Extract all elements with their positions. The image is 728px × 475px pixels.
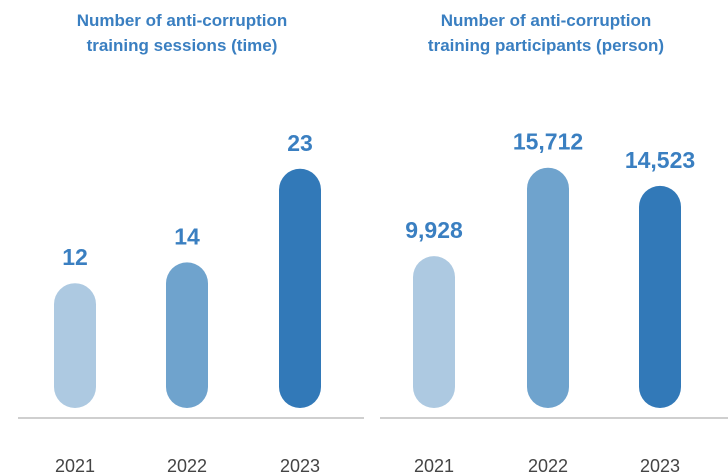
participants-chart-title-line-2: training participants (person) (427, 36, 665, 55)
participants-x-tick-2022: 2022 (528, 456, 568, 475)
sessions-x-tick-2022: 2022 (167, 456, 207, 475)
participants-chart-title: Number of anti-corruption training parti… (364, 8, 728, 58)
participants-chart-title-line-1: Number of anti-corruption (440, 11, 652, 30)
participants-x-tick-2021: 2021 (414, 456, 454, 475)
sessions-bar-2022 (166, 262, 208, 408)
sessions-chart-svg: 12 2021 14 2022 23 2023 (18, 130, 364, 475)
participants-value-label-2023: 14,523 (625, 147, 695, 173)
sessions-value-label-2021: 12 (62, 244, 88, 270)
sessions-x-tick-2021: 2021 (55, 456, 95, 475)
participants-bar-2021 (413, 256, 455, 408)
participants-x-tick-2023: 2023 (640, 456, 680, 475)
participants-bar-2022 (527, 167, 569, 408)
sessions-value-label-2023: 23 (287, 130, 313, 156)
sessions-bar-2023 (279, 168, 321, 408)
sessions-x-tick-2023: 2023 (280, 456, 320, 475)
sessions-bar-2021 (54, 283, 96, 408)
sessions-value-label-2022: 14 (174, 223, 200, 249)
participants-chart-svg: 9,928 2021 15,712 2022 14,523 2023 (380, 129, 728, 475)
sessions-chart-panel: Number of anti-corruption training sessi… (0, 8, 364, 475)
participants-value-label-2021: 9,928 (405, 217, 463, 243)
participants-value-label-2022: 15,712 (513, 129, 583, 155)
sessions-chart-title-line-2: training sessions (time) (86, 36, 278, 55)
sessions-chart-title: Number of anti-corruption training sessi… (0, 8, 364, 58)
sessions-chart-title-line-1: Number of anti-corruption (76, 11, 288, 30)
participants-chart-panel: Number of anti-corruption training parti… (364, 0, 728, 475)
participants-bar-2023 (639, 185, 681, 408)
